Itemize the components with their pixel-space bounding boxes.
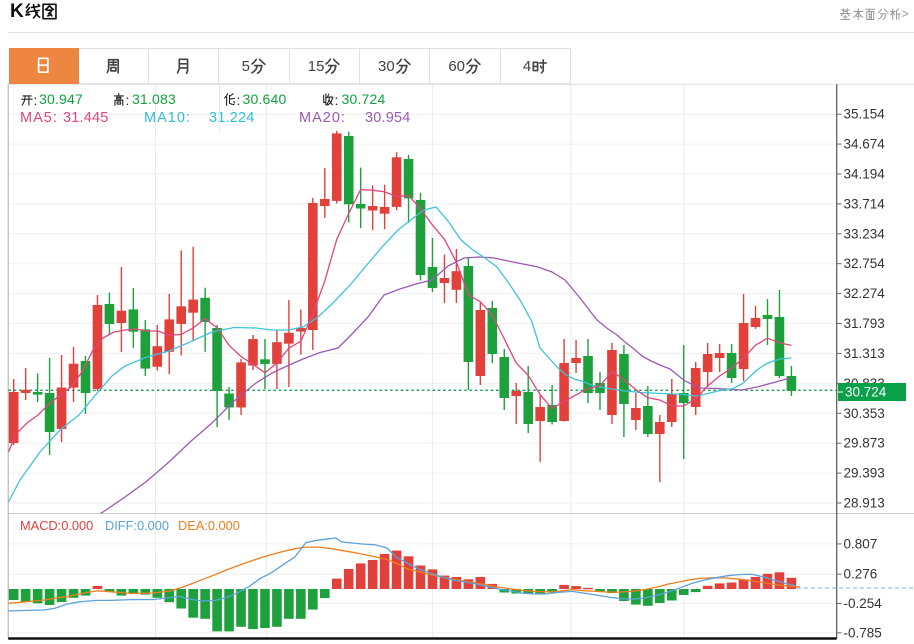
svg-text:31.793: 31.793 [844,316,885,331]
svg-text:0.276: 0.276 [844,567,878,582]
svg-text:-0.254: -0.254 [844,596,883,611]
svg-text:32.274: 32.274 [844,286,886,301]
svg-text:30.724: 30.724 [845,385,887,400]
svg-text:34.194: 34.194 [844,167,886,182]
svg-text:33.234: 33.234 [844,226,886,241]
svg-text:33.714: 33.714 [844,196,886,211]
svg-text:0.807: 0.807 [844,536,878,551]
svg-text:31.313: 31.313 [844,346,885,361]
svg-text:29.873: 29.873 [844,436,885,451]
svg-text:35.154: 35.154 [844,107,886,122]
svg-text:32.754: 32.754 [844,256,886,271]
svg-text:28.913: 28.913 [844,496,885,511]
svg-text:30.353: 30.353 [844,406,885,421]
svg-text:-0.785: -0.785 [844,625,882,640]
svg-text:34.674: 34.674 [844,137,886,152]
svg-text:29.393: 29.393 [844,466,885,481]
